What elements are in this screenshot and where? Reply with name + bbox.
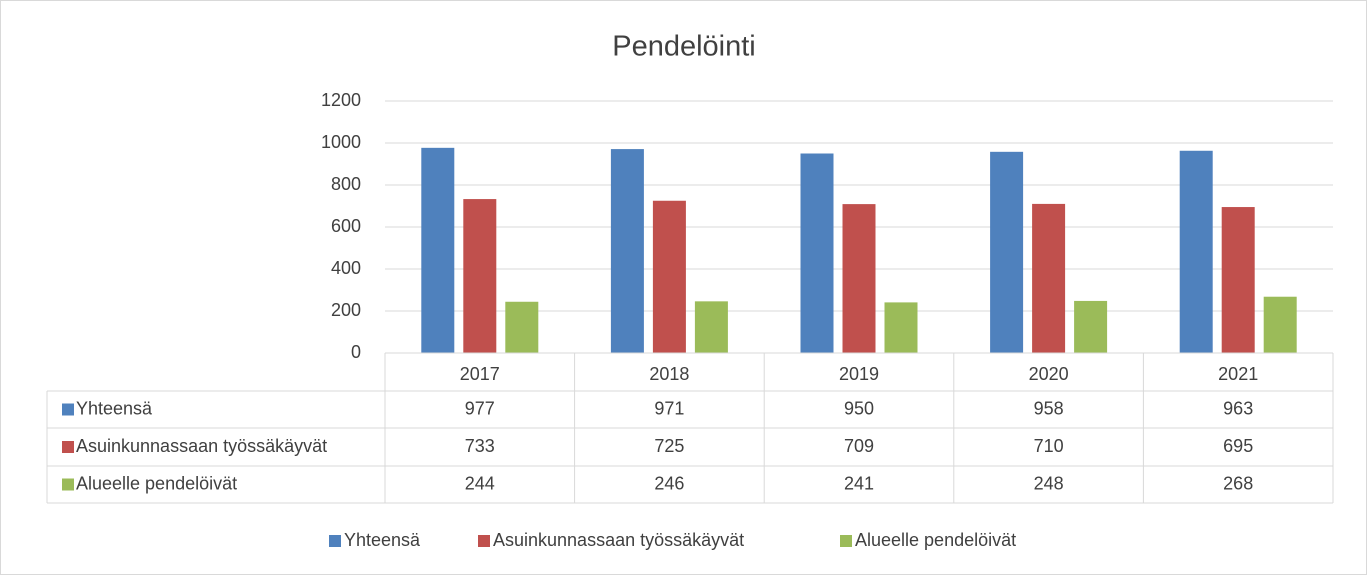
bar [990, 151, 1024, 353]
bar [610, 149, 644, 353]
table-value: 971 [654, 398, 684, 418]
bar [1074, 300, 1108, 353]
table-value: 268 [1223, 473, 1253, 493]
y-tick-label: 200 [331, 300, 361, 320]
table-value: 725 [654, 436, 684, 456]
legend-key [329, 535, 341, 547]
y-tick-label: 800 [331, 174, 361, 194]
bar [842, 204, 876, 353]
y-tick-label: 1000 [321, 132, 361, 152]
table-value: 709 [844, 436, 874, 456]
x-tick-label: 2017 [460, 364, 500, 384]
y-tick-label: 1200 [321, 90, 361, 110]
legend-label: Alueelle pendelöivät [855, 530, 1016, 550]
bar [800, 153, 834, 353]
bar [694, 301, 728, 353]
table-value: 958 [1034, 398, 1064, 418]
bar [1221, 207, 1255, 353]
table-value: 246 [654, 473, 684, 493]
table-value: 963 [1223, 398, 1253, 418]
bar [463, 199, 497, 353]
x-tick-label: 2020 [1029, 364, 1069, 384]
table-value: 733 [465, 436, 495, 456]
table-legend-key [62, 478, 74, 491]
bar [421, 147, 455, 353]
x-tick-label: 2019 [839, 364, 879, 384]
table-value: 710 [1034, 436, 1064, 456]
table-value: 248 [1034, 473, 1064, 493]
bar [1179, 150, 1213, 353]
bar [1032, 203, 1066, 353]
x-tick-label: 2021 [1218, 364, 1258, 384]
table-row-label: Alueelle pendelöivät [76, 473, 237, 493]
legend-key [478, 535, 490, 547]
bar [884, 302, 918, 353]
table-value: 241 [844, 473, 874, 493]
chart-title: Pendelöinti [612, 31, 756, 63]
legend-label: Asuinkunnassaan työssäkäyvät [493, 530, 744, 550]
bar [652, 200, 686, 353]
table-value: 977 [465, 398, 495, 418]
table-value: 695 [1223, 436, 1253, 456]
legend-key [840, 535, 852, 547]
legend-label: Yhteensä [344, 530, 421, 550]
bar [1263, 296, 1297, 353]
table-row-label: Asuinkunnassaan työssäkäyvät [76, 436, 327, 456]
table-row-label: Yhteensä [76, 398, 153, 418]
table-value: 244 [465, 473, 495, 493]
table-value: 950 [844, 398, 874, 418]
y-tick-label: 600 [331, 216, 361, 236]
y-tick-label: 400 [331, 258, 361, 278]
bar [505, 301, 539, 353]
y-tick-label: 0 [351, 342, 361, 362]
table-legend-key [62, 441, 74, 453]
table-legend-key [62, 403, 74, 416]
x-tick-label: 2018 [649, 364, 689, 384]
